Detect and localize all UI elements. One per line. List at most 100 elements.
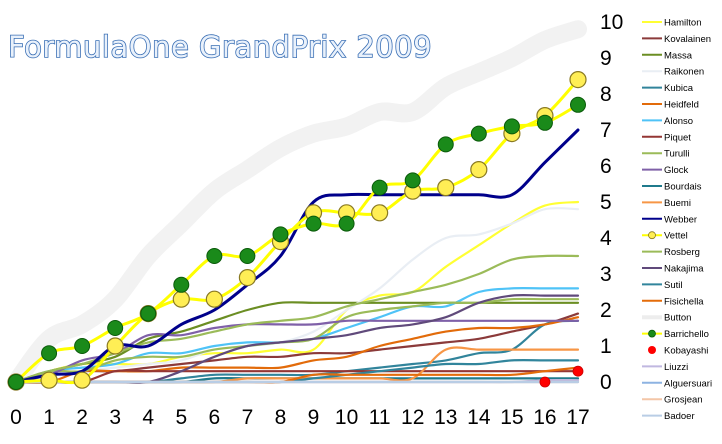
legend-marker (648, 231, 656, 240)
y-tick-label: 7 (600, 119, 612, 142)
legend-label: Kobayashi (664, 346, 708, 357)
legend-label: Vettel (664, 231, 688, 242)
point-barrichello-7 (239, 248, 256, 264)
point-barrichello-10 (338, 215, 355, 232)
legend-item-sutil: Sutil (642, 280, 682, 291)
y-tick-label: 0 (600, 371, 612, 394)
x-tick-label: 8 (275, 406, 287, 429)
x-tick-label: 3 (109, 406, 121, 429)
point-vettel-14 (470, 161, 488, 179)
x-tick-label: 17 (566, 406, 589, 429)
legend-item-kubica: Kubica (642, 83, 694, 94)
point-barrichello-11 (371, 179, 388, 196)
legend-label: Piquet (664, 132, 691, 143)
legend-label: Turulli (664, 149, 690, 160)
point-barrichello-13 (437, 136, 454, 153)
x-tick-label: 16 (533, 406, 556, 429)
legend-item-nakajima: Nakajima (642, 264, 704, 275)
legend-label: Badoer (664, 411, 695, 422)
legend-label: Sutil (664, 280, 682, 291)
legend-item-raikonen: Raikonen (642, 67, 704, 78)
legend-item-turulli: Turulli (642, 149, 690, 160)
legend-label: Kubica (664, 83, 694, 94)
x-tick-label: 11 (369, 406, 391, 429)
x-tick-label: 10 (335, 406, 358, 429)
y-tick-label: 10 (600, 11, 623, 34)
chart-title: FormulaOne GrandPrix 2009 (8, 30, 432, 64)
x-tick-label: 2 (76, 406, 88, 429)
legend-item-massa: Massa (642, 50, 693, 61)
x-tick-label: 1 (43, 406, 55, 429)
series-line-button (7, 20, 587, 391)
legend-item-vettel: Vettel (642, 231, 688, 242)
legend-item-rosberg: Rosberg (642, 247, 700, 258)
point-barrichello-15 (503, 118, 520, 135)
legend-label: Alguersuari (664, 378, 712, 389)
y-tick-label: 4 (600, 227, 612, 250)
point-vettel-13 (437, 179, 455, 197)
point-vettel-5 (172, 290, 190, 308)
series-lines (7, 20, 587, 391)
legend-item-alguersuari: Alguersuari (642, 378, 712, 389)
legend-label: Fisichella (664, 296, 704, 307)
series-markers (7, 70, 587, 391)
point-barrichello-0 (8, 374, 24, 390)
legend-item-webber: Webber (642, 214, 697, 225)
y-tick-label: 5 (600, 191, 612, 214)
legend-item-badoer: Badoer (642, 411, 695, 422)
x-tick-label: 7 (242, 406, 254, 429)
point-kobayashi-17 (572, 365, 584, 377)
point-barrichello-5 (173, 276, 190, 293)
legend-label: Button (664, 313, 691, 324)
legend-item-alonso: Alonso (642, 116, 693, 127)
y-tick-label: 1 (600, 335, 612, 358)
y-tick-label: 3 (600, 263, 612, 286)
legend-label: Kovalainen (664, 34, 711, 45)
series-line-webber (14, 128, 580, 384)
x-tick-label: 4 (142, 406, 154, 429)
point-barrichello-4 (140, 305, 157, 322)
point-barrichello-6 (206, 248, 223, 264)
legend-label: Buemi (664, 198, 691, 209)
legend-swatch (648, 346, 656, 354)
point-barrichello-8 (272, 226, 289, 243)
legend-label: Massa (664, 50, 693, 61)
legend-label: Alonso (664, 116, 693, 127)
point-barrichello-14 (470, 125, 487, 142)
legend-label: Barrichello (664, 329, 709, 340)
point-barrichello-17 (570, 96, 586, 113)
x-tick-label: 12 (401, 406, 424, 429)
point-barrichello-2 (74, 338, 91, 354)
legend-item-glock: Glock (642, 165, 689, 176)
series-line-raikonen (14, 207, 580, 384)
legend-label: Webber (664, 214, 697, 225)
x-tick-label: 9 (308, 406, 320, 429)
legend-label: Liuzzi (664, 362, 688, 373)
point-vettel-17 (569, 70, 587, 89)
series-line-piquet (14, 369, 580, 384)
point-barrichello-16 (536, 114, 553, 131)
x-tick-label: 13 (434, 406, 457, 429)
legend-item-barrichello: Barrichello (642, 329, 709, 340)
legend-item-kobayashi: Kobayashi (648, 346, 708, 357)
legend-item-liuzzi: Liuzzi (642, 362, 688, 373)
legend-item-piquet: Piquet (642, 132, 691, 143)
point-barrichello-9 (305, 215, 322, 232)
x-tick-labels: 0 1 2 3 4 5 6 7 8 9 10 11 12 13 14 15 16 17 (10, 406, 590, 429)
point-barrichello-12 (404, 172, 421, 189)
legend-label: Glock (664, 165, 689, 176)
point-vettel-7 (238, 269, 257, 287)
y-tick-label: 6 (600, 155, 612, 178)
point-vettel-3 (106, 337, 124, 355)
legend-label: Heidfeld (664, 100, 699, 111)
legend-label: Rosberg (664, 247, 700, 258)
x-tick-label: 14 (467, 406, 491, 429)
y-tick-label: 8 (600, 83, 612, 106)
legend-item-buemi: Buemi (642, 198, 691, 209)
point-vettel-11 (371, 204, 389, 222)
legend-item-fisichella: Fisichella (642, 296, 704, 307)
legend-label: Hamilton (664, 18, 702, 29)
x-tick-label: 0 (10, 406, 22, 429)
